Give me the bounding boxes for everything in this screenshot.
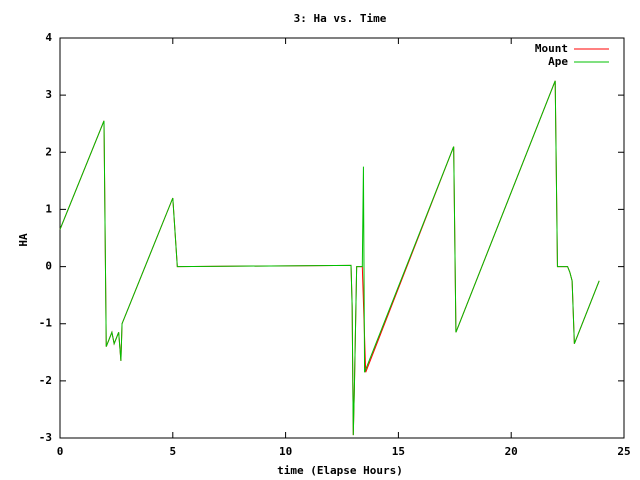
y-tick-label: -2 [39, 374, 52, 387]
x-axis-label: time (Elapse Hours) [277, 464, 403, 477]
y-axis-label: HA [17, 233, 30, 247]
series-line [59, 80, 600, 436]
x-tick-label: 25 [617, 445, 630, 458]
series-line [59, 80, 600, 436]
y-tick-label: 0 [45, 260, 52, 273]
x-tick-label: 15 [392, 445, 405, 458]
y-tick-label: 2 [45, 145, 52, 158]
y-tick-label: 4 [45, 31, 52, 44]
x-tick-label: 5 [169, 445, 176, 458]
y-tick-label: -1 [39, 317, 53, 330]
chart-title: 3: Ha vs. Time [294, 12, 387, 25]
y-tick-label: 1 [45, 202, 52, 215]
x-tick-label: 20 [505, 445, 518, 458]
x-tick-label: 0 [57, 445, 64, 458]
y-tick-label: -3 [39, 431, 52, 444]
legend-label: Mount [535, 42, 568, 55]
y-tick-label: 3 [45, 88, 52, 101]
x-tick-label: 10 [279, 445, 292, 458]
legend-label: Ape [548, 55, 568, 68]
plot-frame [59, 37, 625, 439]
